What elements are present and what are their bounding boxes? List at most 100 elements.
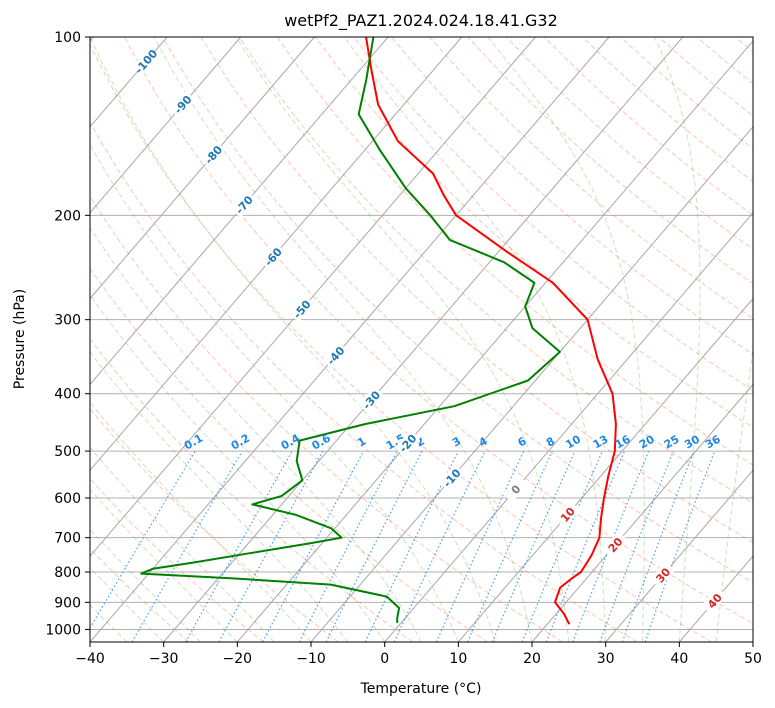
y-axis: 100 200 300 400 500 600 700 800 900 1000 — [45, 30, 90, 638]
moist-adiabat — [90, 143, 459, 642]
isotherm-line — [678, 555, 753, 642]
mixing-ratio-line — [298, 450, 398, 642]
moist-adiabat — [90, 488, 238, 642]
isotherm-line — [384, 211, 753, 642]
moist-adiabat — [90, 351, 349, 642]
y-tick-label: 600 — [54, 491, 81, 507]
y-axis-title: Pressure (hPa) — [12, 289, 28, 389]
isotherm-label-bg — [230, 191, 257, 218]
mixing-ratio-label: 8 — [544, 435, 557, 450]
mixing-ratio-line — [521, 450, 603, 642]
isotherm-line — [90, 37, 315, 300]
dry-adiabat — [90, 408, 339, 642]
moist-adiabat — [90, 566, 165, 642]
dry-adiabat — [90, 477, 264, 642]
isotherm-line — [90, 37, 463, 472]
isotherm-line — [90, 37, 536, 557]
plot-frame — [89, 36, 754, 643]
mixing-ratio-line — [545, 450, 626, 642]
x-axis: −40 −30 −20 −10 0 10 20 30 40 50 — [75, 642, 762, 667]
x-tick-label: −30 — [149, 651, 179, 667]
isotherm-line — [752, 641, 753, 642]
moist-adiabat — [715, 345, 753, 642]
x-tick-label: 50 — [744, 651, 762, 667]
mixing-ratio-line — [262, 450, 365, 642]
y-tick-label: 900 — [54, 595, 81, 611]
dry-adiabat — [90, 267, 488, 642]
isotherm-label-bg — [602, 531, 628, 558]
isotherm-label-bg — [200, 141, 226, 168]
moist-adiabat — [487, 37, 645, 642]
x-tick-label: 0 — [380, 651, 389, 667]
dry-adiabat — [391, 37, 753, 355]
isotherm-line — [90, 37, 242, 214]
y-tick-label: 1000 — [45, 622, 81, 638]
isotherm-label-bg — [554, 500, 581, 528]
y-tick-label: 700 — [54, 531, 81, 547]
mixing-ratio-line — [185, 450, 293, 642]
mixing-ratio-label: 6 — [515, 434, 528, 449]
y-tick-label: 200 — [54, 208, 81, 224]
dry-adiabat — [238, 37, 753, 504]
dry-adiabat — [543, 37, 753, 216]
moist-adiabat — [90, 226, 422, 642]
isotherm-label-bg — [259, 243, 286, 270]
mixing-ratio-line — [572, 450, 650, 642]
x-tick-label: −40 — [75, 651, 105, 667]
isotherm-label-bg — [649, 561, 676, 589]
dry-adiabat — [90, 195, 563, 642]
dry-adiabat — [734, 37, 753, 53]
isotherm-line — [310, 126, 753, 642]
isotherm-label-bg — [358, 386, 384, 413]
mixing-ratio-label: 10 — [563, 432, 583, 451]
isotherm-label-bg — [132, 47, 159, 75]
mixing-ratio-line — [325, 450, 423, 642]
isotherm-label: -100 — [132, 47, 160, 77]
isotherm-line — [531, 383, 753, 642]
x-tick-label: −10 — [296, 651, 326, 667]
mixing-ratio-line — [218, 450, 324, 642]
mixing-ratio-label: 0.6 — [310, 431, 334, 452]
line-labels: 0.1 0.2 0.4 0.6 1 1.5 2 3 4 6 8 10 13 16 20 25 30 36-100-… — [132, 47, 728, 614]
dry-adiabat — [90, 43, 712, 642]
mixing-ratio-label: 1 — [355, 435, 368, 450]
y-tick-label: 300 — [54, 313, 81, 329]
isotherm-label-bg — [169, 90, 196, 118]
dry-adiabat — [90, 338, 414, 642]
x-tick-label: 10 — [449, 651, 467, 667]
isotherm-line — [163, 37, 684, 642]
mixing-ratio-label: 0.2 — [229, 432, 252, 453]
mixing-ratio-label: 25 — [662, 433, 682, 452]
mixing-ratio-line — [599, 450, 674, 642]
mixing-ratio-label: 3 — [450, 435, 463, 450]
dry-adiabat — [467, 37, 753, 285]
dry-adiabat — [276, 37, 753, 466]
x-tick-label: 40 — [670, 651, 688, 667]
mixing-ratio-line — [621, 450, 695, 642]
isotherm-line — [90, 37, 610, 642]
isotherm-label-bg — [701, 587, 728, 614]
dry-adiabat — [200, 37, 753, 544]
dry-adiabat — [658, 37, 753, 117]
moist-adiabat — [90, 528, 201, 642]
moist-adiabat — [653, 37, 701, 642]
isotherm-label-bg — [394, 429, 421, 457]
isotherm-line — [605, 469, 753, 642]
moist-adiabat — [90, 294, 386, 642]
x-tick-label: 20 — [523, 651, 541, 667]
y-tick-label: 400 — [54, 387, 81, 403]
moist-adiabat — [153, 37, 533, 642]
isotherm-label-bg — [288, 295, 315, 323]
dry-adiabat — [90, 121, 638, 642]
mixing-ratio-line — [491, 450, 576, 642]
dry-adiabat — [124, 37, 753, 624]
mixing-ratio-line — [131, 450, 243, 642]
moist-adiabat — [90, 446, 275, 642]
dry-adiabat — [353, 37, 753, 392]
x-tick-label: 30 — [597, 651, 615, 667]
y-tick-label: 100 — [54, 30, 81, 46]
moist-adiabat — [90, 401, 312, 642]
mixing-ratio-label: 13 — [591, 433, 611, 452]
isotherm-label-bg — [322, 341, 349, 369]
